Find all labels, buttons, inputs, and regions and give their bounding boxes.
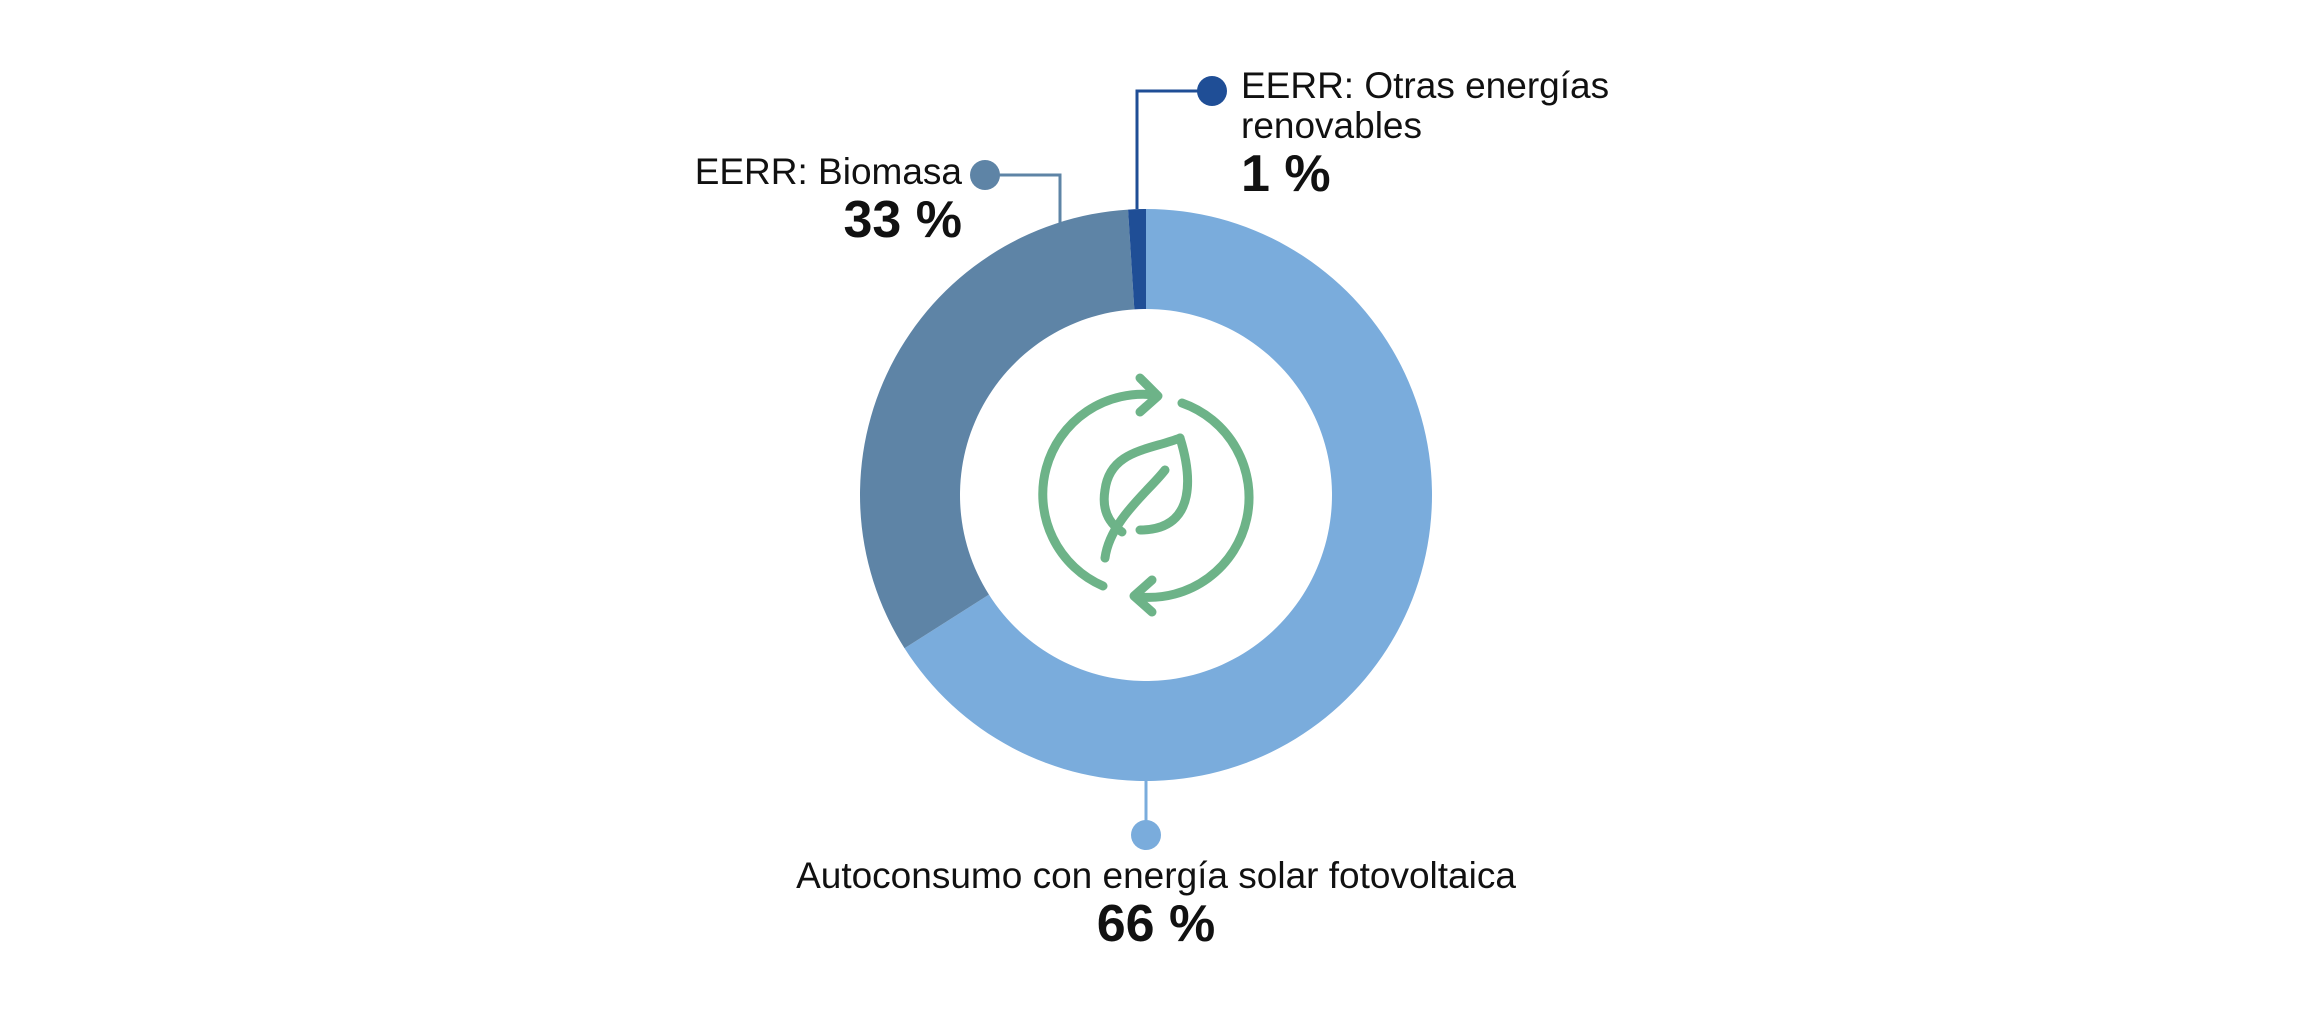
category-label: Autoconsumo con energía solar fotovoltai… (796, 855, 1516, 896)
slice-label: EERR: Otras energías renovables 1 % (1241, 65, 1631, 203)
leader-line (985, 173, 1062, 224)
value-label: 33 % (843, 191, 962, 249)
donut-slice (1128, 209, 1146, 310)
slice-label: Autoconsumo con energía solar fotovoltai… (546, 855, 1766, 953)
category-label: EERR: Biomasa (694, 151, 962, 192)
donut-slice (860, 209, 1135, 649)
label-dot (970, 160, 1000, 190)
donut-slice (904, 209, 1432, 781)
category-label: EERR: Otras energías renovables (1241, 65, 1610, 146)
slice-label: EERR: Biomasa 33 % (462, 151, 962, 249)
leader-line (1135, 89, 1212, 209)
label-dot (1197, 76, 1227, 106)
value-label: 66 % (1096, 895, 1216, 953)
value-label: 1 % (1241, 145, 1331, 203)
label-dot (1131, 820, 1161, 850)
center-icon (1038, 373, 1254, 617)
